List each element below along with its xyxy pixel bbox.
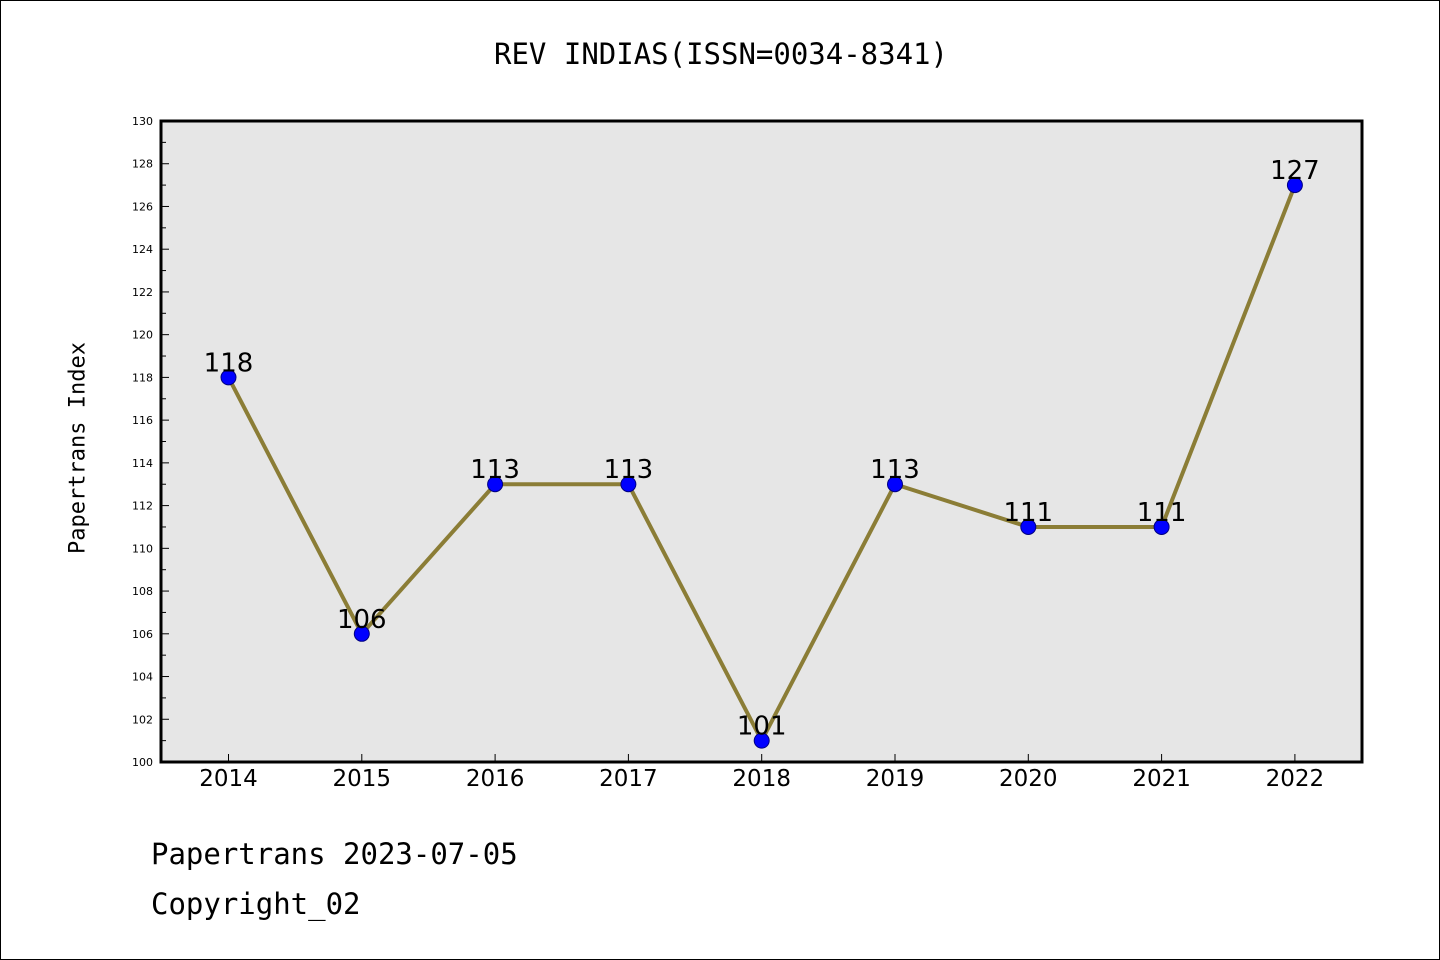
data-label: 127 <box>1270 156 1320 186</box>
data-label: 111 <box>1003 498 1053 528</box>
y-axis: 100 102 104 106 108 110 112 114 116 118 120 122 124 1… <box>132 115 169 769</box>
x-axis: 2014 2015 2016 2017 2018 2019 2020 2021 2022 <box>199 754 1324 792</box>
chart-title: REV INDIAS(ISSN=0034-8341) <box>494 37 948 71</box>
x-tick-label: 2015 <box>333 766 392 792</box>
y-tick-label: 100 <box>132 756 153 769</box>
data-point <box>1286 177 1303 194</box>
data-point <box>353 625 370 642</box>
y-tick-label: 122 <box>132 286 153 299</box>
y-tick-label: 130 <box>132 115 153 128</box>
y-tick-label: 116 <box>132 414 153 427</box>
data-label: 111 <box>1137 498 1187 528</box>
y-tick-label: 114 <box>132 457 153 470</box>
x-tick-label: 2019 <box>866 766 925 792</box>
y-tick-label: 110 <box>132 542 153 555</box>
data-label: 113 <box>604 455 654 485</box>
data-label: 113 <box>870 455 920 485</box>
data-point <box>887 476 903 493</box>
y-tick-label: 118 <box>132 371 153 384</box>
data-labels: 118 106 113 113 101 113 111 111 127 <box>204 156 1320 742</box>
y-tick-label: 102 <box>132 713 153 726</box>
x-tick-label: 2016 <box>466 766 525 792</box>
footer-date: Papertrans 2023-07-05 <box>151 837 518 871</box>
y-tick-label: 112 <box>132 500 153 513</box>
x-tick-label: 2018 <box>732 766 791 792</box>
data-label: 101 <box>737 712 787 742</box>
footer-copyright: Copyright_02 <box>151 887 361 921</box>
data-label: 113 <box>470 455 520 485</box>
data-point <box>753 732 770 749</box>
y-tick-label: 124 <box>132 243 153 256</box>
y-tick-label: 108 <box>132 585 153 598</box>
y-tick-label: 106 <box>132 628 153 641</box>
x-tick-label: 2014 <box>199 766 258 792</box>
x-tick-label: 2021 <box>1132 766 1191 792</box>
y-tick-label: 120 <box>132 329 153 342</box>
y-tick-label: 126 <box>132 200 153 213</box>
x-tick-label: 2022 <box>1266 766 1325 792</box>
data-point <box>220 369 237 386</box>
data-point <box>620 476 637 493</box>
data-point <box>1020 518 1037 535</box>
data-label: 106 <box>337 605 387 635</box>
y-tick-label: 128 <box>132 158 153 171</box>
data-points <box>220 177 1303 749</box>
plot-frame <box>159 119 1364 764</box>
plot-area <box>161 121 1362 762</box>
data-point <box>487 476 504 493</box>
x-tick-label: 2020 <box>999 766 1058 792</box>
x-tick-label: 2017 <box>599 766 658 792</box>
y-tick-label: 104 <box>132 671 153 684</box>
data-label: 118 <box>204 348 254 378</box>
data-point <box>1153 518 1170 535</box>
